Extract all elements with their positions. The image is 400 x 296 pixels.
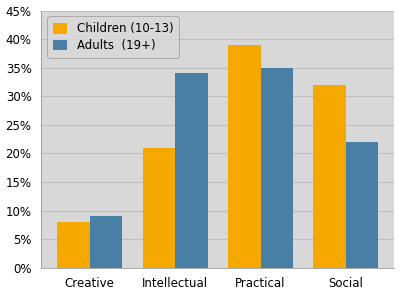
- Bar: [143, 148, 175, 268]
- Bar: [175, 73, 208, 268]
- Bar: [260, 68, 293, 268]
- Bar: [57, 222, 90, 268]
- Bar: [346, 142, 378, 268]
- Bar: [228, 45, 260, 268]
- Bar: [314, 85, 346, 268]
- Legend: Children (10-13), Adults  (19+): Children (10-13), Adults (19+): [47, 17, 179, 58]
- Bar: [90, 216, 122, 268]
